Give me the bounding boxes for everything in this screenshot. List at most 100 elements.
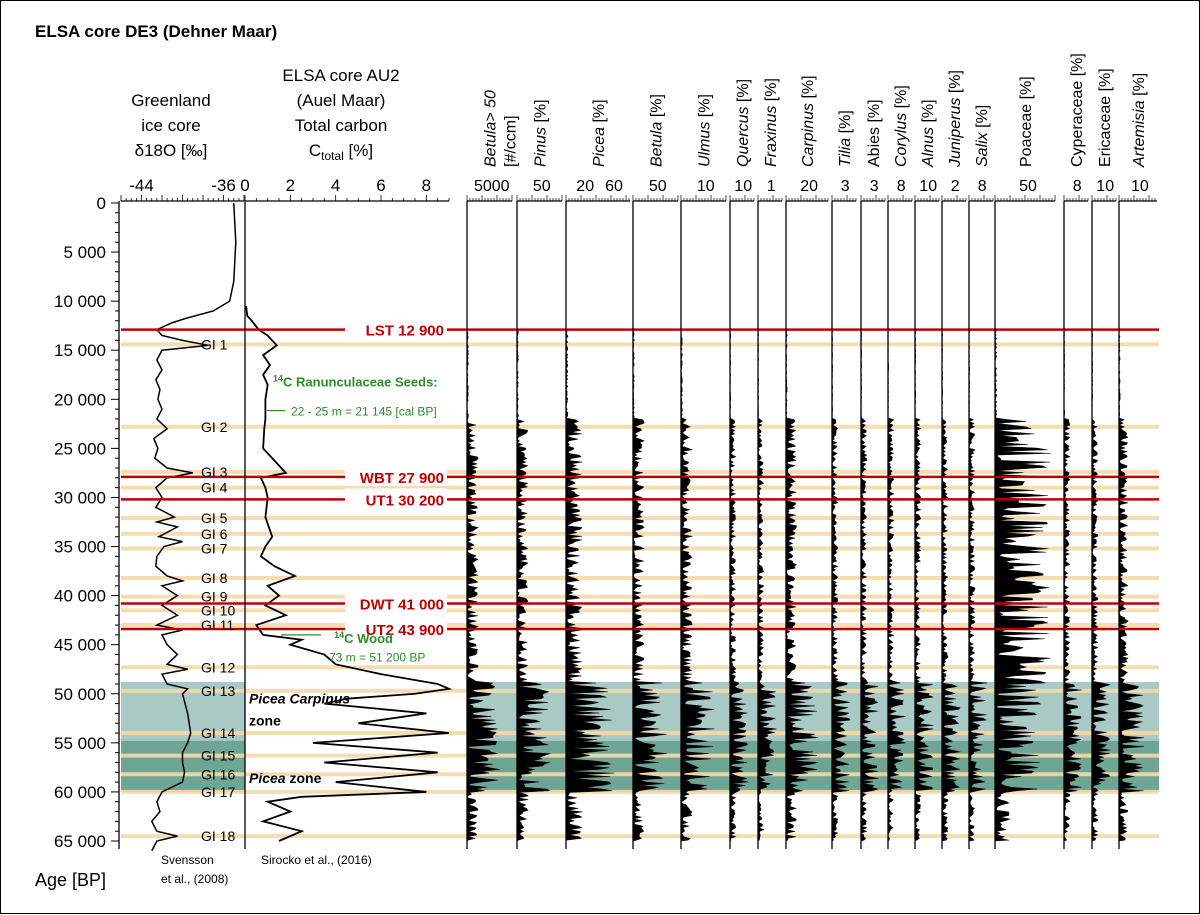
pollen-tick-label: 10 [1131,178,1149,195]
pollen-tick-label: 8 [1073,178,1082,195]
pollen-series-area [1063,329,1083,842]
pollen-header-name: Quercus [735,107,752,167]
pollen-header: Alnus [%] [920,99,937,168]
pollen-tick-label: 3 [841,178,850,195]
c14-letter: C [283,375,296,390]
interstadial-label: GI 15 [201,748,235,764]
pollen-series-area [565,329,615,842]
y-tick-label: 65 000 [54,832,106,851]
pollen-header-name: Tilia [837,138,854,167]
interstadial-band [121,575,1159,580]
pollen-tick-label: 10 [919,178,937,195]
radiocarbon-title-wood: 14C Wood [334,630,393,646]
interstadial-label: GI 17 [201,784,235,800]
tephra-label-bg [345,617,447,638]
pollen-header-unit: [%] [1131,73,1148,101]
pollen-header-name: Picea [591,127,608,167]
y-tick-label: 30 000 [54,488,106,507]
pollen-header-unit: [%] [1097,68,1114,96]
tephra-label: WBT 27 900 [360,470,444,487]
delta18o-header-line: Greenland [131,91,210,110]
pollen-series-area [680,329,715,842]
pollen-header-name: Poaceae [1018,104,1035,167]
pollen-tick-label: 50 [1019,178,1037,195]
pollen-header: Artemisia [%] [1131,73,1148,168]
pollen-header-unit: [%] [866,99,883,127]
annotations: Greenland ice core δ18O [‰] ELSA core AU2 (A… [131,53,1148,844]
interstadial-band [121,834,1159,839]
interstadial-band [121,531,1159,536]
interstadial-band [121,772,1159,777]
chart-title: ELSA core DE3 (Dehner Maar) [35,22,277,41]
pollen-header-unit: [%] [1018,76,1035,104]
y-tick-label: 15 000 [54,341,106,360]
interstadial-label: GI 18 [201,828,235,844]
pollen-header: Betula> 50 [483,90,500,167]
pollen-tick-label: 5000 [474,178,510,195]
interstadial-label: GI 13 [201,683,235,699]
delta18o-header-line: ice core [141,116,201,135]
radiocarbon-seeds-text: Ranunculaceae Seeds: [296,375,438,390]
carbon-header-line: Total carbon [295,116,388,135]
pollen-header-unit: [%] [1069,53,1086,81]
interstadial-band [121,424,1159,429]
y-tick-label: 0 [97,194,106,213]
interstadial-band [121,516,1159,521]
pollen-tick-label: 1 [767,178,776,195]
y-axis-label: Age [BP] [35,870,106,890]
interstadial-label: GI 5 [201,510,228,526]
pollen-header-name: Salix [974,131,991,167]
pollen-header-name: Betula [649,122,666,167]
delta18o-series-line [150,202,237,852]
delta18o-tick-label: -36 [211,176,236,195]
delta18o-source: Svensson [161,853,214,867]
pollen-tick-label: 8 [978,178,987,195]
zone-label-bottom-word: zone [286,770,322,786]
delta18o-source-2: et al., (2008) [161,872,228,886]
pollen-header-unit: [%] [735,79,752,107]
pollen-header-unit: [%] [947,70,964,98]
pollen-tick-label: 8 [897,178,906,195]
pollen-header-name: Cyperaceae [1069,81,1086,167]
radiocarbon-wood-detail: 73 m = 51 200 BP [329,650,425,664]
pollen-header-name: Carpinus [800,103,817,167]
pollen-header: Fraxinus [%] [763,78,780,167]
c14-superscript: 14 [334,630,344,640]
carbon-header-subscript: total [321,149,344,163]
y-tick-label: 25 000 [54,439,106,458]
delta18o-tick-label: -44 [129,176,154,195]
c14-letter: C [344,631,357,646]
y-tick-label: 5 000 [63,243,106,262]
carbon-tick-label: 4 [331,176,340,195]
pollen-header-name: Betula> 50 [483,90,500,167]
pollen-header: Ericaceae [%] [1097,68,1114,167]
pollen-header-name: Pinus [533,127,550,167]
y-tick-label: 20 000 [54,390,106,409]
carbon-source: Sirocko et al., (2016) [261,853,372,867]
zone-label-bottom: Picea zone [249,770,322,786]
interstadial-label: GI 12 [201,659,235,675]
pollen-header-unit: [%] [649,94,666,122]
pollen-header-name: Juniperus [947,98,964,168]
pollen-header-name: Abies [866,127,883,167]
pollen-series-area [994,329,1051,842]
tephra-label: LST 12 900 [366,323,444,340]
pollen-tick-label: 20 [800,178,818,195]
y-tick-label: 40 000 [54,587,106,606]
radiocarbon-title-seeds: 14C Ranunculaceae Seeds: [273,374,438,390]
pollen-header-unit: [%] [697,94,714,122]
carbon-tick-label: 6 [376,176,385,195]
pollen-header-name: Corylus [893,113,910,167]
y-tick-label: 10 000 [54,292,106,311]
y-tick-label: 50 000 [54,685,106,704]
data-series [150,202,1145,852]
tephra-label-bg [345,465,447,486]
interstadial-label: GI 14 [201,725,235,741]
pollen-header-unit: [%] [533,99,550,127]
pollen-header: Corylus [%] [893,85,910,167]
pollen-header-name: Fraxinus [763,106,780,167]
pollen-header: Salix [%] [974,105,991,167]
interstadial-band [121,342,1159,347]
carbon-header-line: (Auel Maar) [297,91,386,110]
interstadial-band [121,665,1159,670]
